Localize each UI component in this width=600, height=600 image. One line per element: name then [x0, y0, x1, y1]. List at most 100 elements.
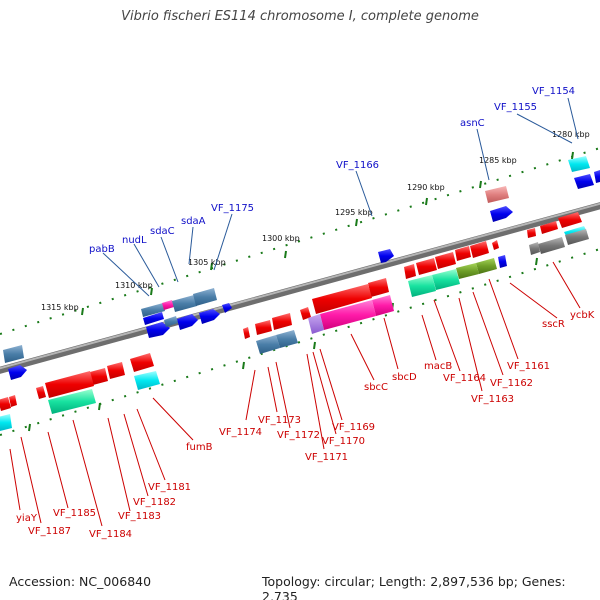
gene-label-yiay: yiaY	[16, 513, 38, 524]
accession-text: Accession: NC_006840	[9, 574, 152, 589]
gene-feature	[164, 316, 178, 327]
gene-feature	[255, 320, 272, 335]
gene-feature	[141, 303, 165, 317]
gene-feature	[432, 269, 460, 290]
gene-feature	[476, 258, 497, 274]
gene-label-sscr: sscR	[542, 319, 565, 330]
forward-features	[3, 156, 600, 380]
gene-feature	[146, 322, 170, 338]
kbp-label: 1280 kbp	[552, 130, 590, 139]
forward-labels: VF_1154 VF_1155 asnC VF_1166 VF_1175 sda…	[89, 86, 575, 255]
backbone	[0, 202, 600, 374]
gene-label-vf1170: VF_1170	[322, 436, 365, 447]
gene-feature	[492, 240, 499, 250]
topology-text: Topology: circular; Length: 2,897,536 bp…	[262, 574, 566, 600]
gene-feature	[134, 371, 160, 390]
gene-feature	[408, 275, 436, 297]
gene-feature	[435, 252, 456, 269]
gene-feature	[199, 309, 220, 324]
gene-feature	[320, 300, 376, 330]
gene-label-vf1185: VF_1185	[53, 508, 96, 519]
gene-label-ycbk: ycbK	[570, 310, 595, 321]
kbp-label: 1315 kbp	[41, 303, 79, 312]
gene-label-vf1169: VF_1169	[332, 422, 375, 433]
gene-feature	[308, 314, 324, 334]
tick-track-upper	[0, 147, 600, 335]
gene-feature	[177, 314, 198, 330]
gene-feature	[574, 174, 594, 189]
gene-label-sdaa: sdaA	[181, 216, 206, 227]
gene-label-vf1162: VF_1162	[490, 378, 533, 389]
gene-feature	[143, 312, 164, 325]
kbp-label: 1285 kbp	[479, 156, 517, 165]
gene-label-vf1166: VF_1166	[336, 160, 379, 171]
kbp-label: 1310 kbp	[115, 281, 153, 290]
gene-label-vf1164: VF_1164	[443, 373, 486, 384]
gene-label-vf1172: VF_1172	[277, 430, 320, 441]
gene-label-vf1175: VF_1175	[211, 203, 254, 214]
gene-feature	[456, 263, 479, 279]
gene-feature	[372, 295, 394, 316]
gene-label-macb: macB	[424, 361, 452, 372]
gene-label-vf1155: VF_1155	[494, 102, 537, 113]
gene-feature	[272, 313, 292, 330]
gene-label-fumb: fumB	[186, 442, 213, 453]
gene-label-pabb: pabB	[89, 244, 115, 255]
gene-feature	[130, 353, 154, 372]
gene-label-vf1183: VF_1183	[118, 511, 161, 522]
gene-feature	[568, 156, 590, 172]
gene-feature	[540, 221, 558, 234]
gene-label-vf1154: VF_1154	[532, 86, 575, 97]
gene-feature	[9, 395, 17, 407]
gene-label-sdac: sdaC	[150, 226, 175, 237]
kbp-label: 1290 kbp	[407, 183, 445, 192]
gene-feature	[527, 228, 536, 238]
gene-feature	[162, 300, 174, 310]
gene-feature	[276, 330, 298, 348]
gene-feature	[368, 278, 389, 297]
gene-feature	[0, 414, 12, 431]
gene-feature	[48, 389, 96, 414]
gene-feature	[485, 186, 509, 203]
gene-feature	[404, 264, 416, 279]
gene-feature	[8, 365, 27, 380]
gene-label-vf1181: VF_1181	[148, 482, 191, 493]
reverse-features	[0, 212, 589, 431]
gene-feature	[243, 327, 250, 339]
gene-feature	[538, 237, 565, 254]
gene-feature	[107, 362, 125, 379]
gene-feature	[300, 307, 311, 320]
gene-feature	[3, 345, 24, 363]
gene-label-asnc: asnC	[460, 118, 485, 129]
gene-feature	[172, 295, 197, 312]
gene-feature	[416, 258, 437, 275]
gene-feature	[455, 246, 471, 261]
gene-feature	[312, 284, 372, 314]
gene-label-vf1187: VF_1187	[28, 526, 71, 537]
gene-feature	[565, 229, 589, 245]
kbp-labels: 1280 kbp 1285 kbp 1290 kbp 1295 kbp 1300…	[41, 130, 590, 312]
gene-label-vf1184: VF_1184	[89, 529, 132, 540]
gene-feature	[45, 371, 94, 398]
kbp-label: 1305 kbp	[188, 258, 226, 267]
map-title: Vibrio fischeri ES114 chromosome I, comp…	[121, 9, 479, 24]
gene-label-vf1174: VF_1174	[219, 427, 262, 438]
kbp-label: 1295 kbp	[335, 208, 373, 217]
gene-feature	[256, 335, 280, 354]
gene-feature	[558, 212, 582, 228]
gene-feature	[529, 242, 540, 255]
gene-label-vf1161: VF_1161	[507, 361, 550, 372]
gene-label-vf1163: VF_1163	[471, 394, 514, 405]
gene-feature	[498, 255, 507, 268]
gene-feature	[222, 303, 232, 313]
gene-feature	[36, 386, 46, 399]
gene-feature	[0, 397, 11, 411]
forward-leader-lines	[102, 97, 579, 297]
gene-feature	[490, 206, 513, 222]
gene-label-vf1173: VF_1173	[258, 415, 301, 426]
gene-label-vf1182: VF_1182	[133, 497, 176, 508]
gene-feature	[90, 368, 108, 385]
gene-feature	[470, 241, 489, 258]
